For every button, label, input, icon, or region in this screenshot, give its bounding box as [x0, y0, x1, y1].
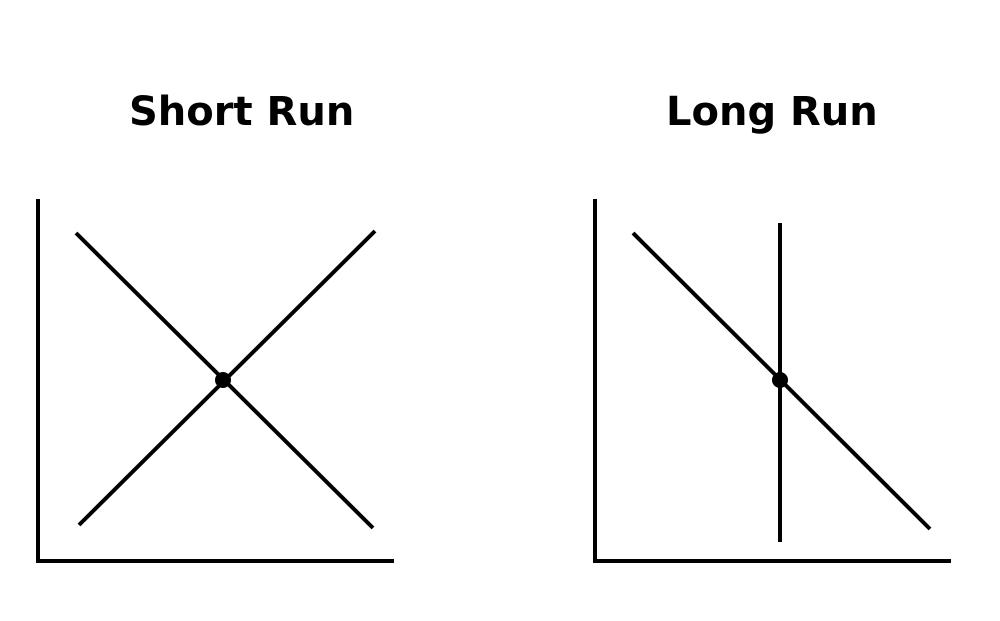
- long-run-title: Long Run: [666, 89, 878, 135]
- short-run-equilibrium-point: [215, 372, 231, 388]
- long-run-equilibrium-point: [772, 372, 788, 388]
- long-run-panel: [593, 199, 951, 563]
- short-run-panel: [36, 199, 394, 563]
- short-run-title: Short Run: [129, 89, 355, 135]
